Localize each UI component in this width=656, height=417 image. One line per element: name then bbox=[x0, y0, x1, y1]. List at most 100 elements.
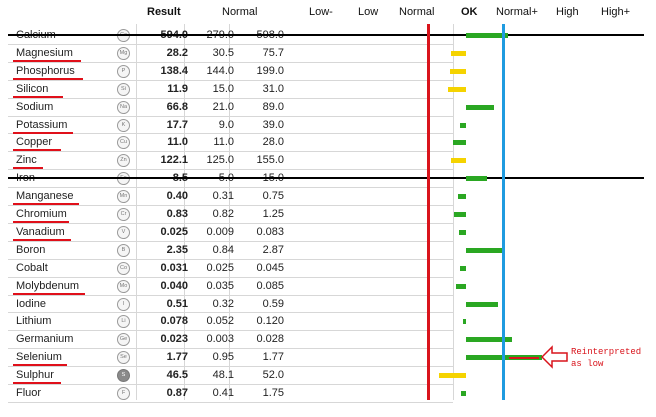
row-separator bbox=[8, 151, 453, 153]
red-underline bbox=[13, 131, 73, 134]
normal-high-value: 1.75 bbox=[262, 387, 284, 399]
row-separator bbox=[8, 366, 453, 368]
row-separator bbox=[8, 115, 453, 117]
normal-low-value: 144.0 bbox=[206, 64, 234, 77]
result-value: 46.5 bbox=[166, 369, 188, 382]
element-symbol-icon: P bbox=[117, 64, 130, 78]
red-underline bbox=[13, 382, 61, 385]
element-symbol-icon: V bbox=[117, 225, 130, 239]
normal-high-value: 89.0 bbox=[262, 100, 284, 113]
element-name: Boron bbox=[16, 243, 46, 256]
element-name: Sulphur bbox=[16, 369, 54, 382]
table-row: Magnesium Mg 28.2 30.5 75.7 bbox=[8, 45, 453, 62]
normal-low-value: 21.0 bbox=[212, 100, 234, 113]
normal-high-value: 0.045 bbox=[256, 261, 284, 274]
level-bar bbox=[454, 212, 466, 217]
result-value: 2.35 bbox=[166, 243, 188, 256]
element-name: Potassium bbox=[16, 118, 68, 131]
row-separator bbox=[8, 187, 453, 189]
result-value: 0.87 bbox=[166, 387, 188, 399]
result-value: 11.0 bbox=[167, 136, 188, 149]
normal-plus-reference-line bbox=[502, 24, 505, 400]
element-name: Vanadium bbox=[16, 225, 65, 238]
element-symbol-icon: F bbox=[117, 387, 130, 400]
normal-high-value: 0.59 bbox=[262, 297, 284, 310]
red-underline bbox=[13, 292, 85, 295]
result-value: 17.7 bbox=[166, 118, 188, 131]
red-underline bbox=[13, 203, 79, 206]
level-bar bbox=[450, 158, 466, 164]
scale-normal-plus: Normal+ bbox=[496, 6, 538, 18]
normal-high-value: 199.0 bbox=[256, 64, 284, 77]
red-underline bbox=[13, 364, 67, 367]
row-separator bbox=[8, 222, 453, 224]
row-separator bbox=[8, 312, 453, 314]
scale-ok: OK bbox=[461, 6, 478, 18]
element-symbol-icon: Se bbox=[117, 351, 130, 365]
table-row: Copper Cu 11.0 11.0 28.0 bbox=[8, 134, 453, 151]
result-value: 11.9 bbox=[167, 82, 188, 95]
element-name: Silicon bbox=[16, 82, 49, 95]
element-name: Cobalt bbox=[16, 261, 48, 274]
element-symbol-icon: Na bbox=[117, 100, 130, 114]
normal-high-value: 31.0 bbox=[262, 82, 284, 95]
result-value: 1.77 bbox=[166, 351, 188, 364]
level-bar bbox=[466, 176, 487, 182]
normal-low-value: 0.003 bbox=[206, 333, 234, 346]
row-separator bbox=[8, 258, 453, 260]
scale-low-minus: Low- bbox=[309, 6, 333, 18]
table-row: Cobalt Co 0.031 0.025 0.045 bbox=[8, 260, 453, 277]
row-separator bbox=[8, 97, 453, 99]
strikethrough-line bbox=[8, 34, 644, 36]
result-value: 28.2 bbox=[166, 46, 188, 59]
normal-high-value: 0.083 bbox=[256, 225, 284, 238]
table-row: Chromium Cr 0.83 0.82 1.25 bbox=[8, 206, 453, 223]
normal-high-value: 52.0 bbox=[262, 369, 284, 382]
level-bar bbox=[460, 265, 466, 271]
red-underline bbox=[13, 238, 71, 241]
element-name: Lithium bbox=[16, 315, 52, 328]
header-result: Result bbox=[147, 6, 181, 18]
level-bar bbox=[450, 50, 466, 56]
table-row: Fluor F 0.87 0.41 1.75 bbox=[8, 385, 453, 402]
element-name: Sodium bbox=[16, 100, 54, 113]
table-row: Phosphorus P 138.4 144.0 199.0 bbox=[8, 63, 453, 80]
element-symbol-icon: I bbox=[117, 297, 130, 311]
red-underline bbox=[13, 59, 81, 62]
result-value: 0.025 bbox=[160, 225, 188, 238]
element-symbol-icon: Cr bbox=[117, 208, 130, 221]
normal-high-value: 1.25 bbox=[262, 208, 284, 220]
table-row: Molybdenum Mo 0.040 0.035 0.085 bbox=[8, 278, 453, 295]
element-symbol-icon: Mo bbox=[117, 279, 130, 293]
normal-low-value: 0.009 bbox=[206, 225, 234, 238]
table-row: Potassium K 17.7 9.0 39.0 bbox=[8, 117, 453, 134]
level-bar bbox=[453, 140, 466, 146]
normal-high-value: 39.0 bbox=[262, 118, 284, 131]
table-row: Zinc Zn 122.1 125.0 155.0 bbox=[8, 152, 453, 169]
scale-high-plus: High+ bbox=[601, 6, 631, 18]
row-separator bbox=[8, 43, 453, 45]
row-separator bbox=[8, 384, 453, 385]
column-divider bbox=[136, 24, 137, 400]
selenium-limit-marker bbox=[509, 357, 539, 359]
element-symbol-icon: Ge bbox=[117, 333, 130, 347]
normal-low-value: 0.82 bbox=[212, 208, 234, 220]
normal-low-value: 0.41 bbox=[212, 387, 234, 399]
row-separator bbox=[8, 348, 453, 350]
column-divider bbox=[229, 24, 230, 400]
level-bar bbox=[458, 194, 466, 200]
element-name: Molybdenum bbox=[16, 279, 79, 292]
left-arrow-icon bbox=[540, 345, 568, 369]
table-row: Lithium Li 0.078 0.052 0.120 bbox=[8, 313, 453, 330]
level-bar bbox=[466, 247, 505, 253]
element-symbol-icon: Cu bbox=[117, 136, 130, 150]
level-bar bbox=[439, 373, 466, 379]
normal-low-value: 11.0 bbox=[213, 136, 234, 149]
level-bar bbox=[459, 229, 466, 235]
red-underline bbox=[13, 167, 43, 170]
red-underline bbox=[13, 95, 63, 98]
element-name: Phosphorus bbox=[16, 64, 75, 77]
element-symbol-icon: Mg bbox=[117, 46, 130, 60]
result-value: 0.078 bbox=[160, 315, 188, 328]
red-underline bbox=[13, 149, 61, 152]
